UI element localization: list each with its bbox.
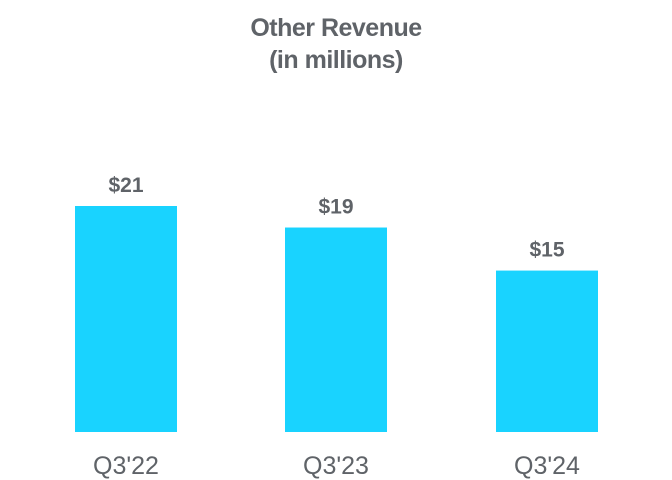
bar-Q3'24 bbox=[496, 270, 598, 432]
bar-Q3'23 bbox=[285, 227, 387, 432]
chart-subtitle: (in millions) bbox=[269, 46, 403, 74]
data-label: $21 bbox=[108, 174, 143, 197]
chart-title: Other Revenue bbox=[250, 14, 422, 42]
data-label: $15 bbox=[529, 239, 564, 262]
x-tick-label: Q3'22 bbox=[93, 452, 159, 480]
data-label: $19 bbox=[318, 196, 353, 219]
x-tick-label: Q3'23 bbox=[303, 452, 369, 480]
x-tick-label: Q3'24 bbox=[514, 452, 580, 480]
bar-Q3'22 bbox=[75, 206, 177, 432]
